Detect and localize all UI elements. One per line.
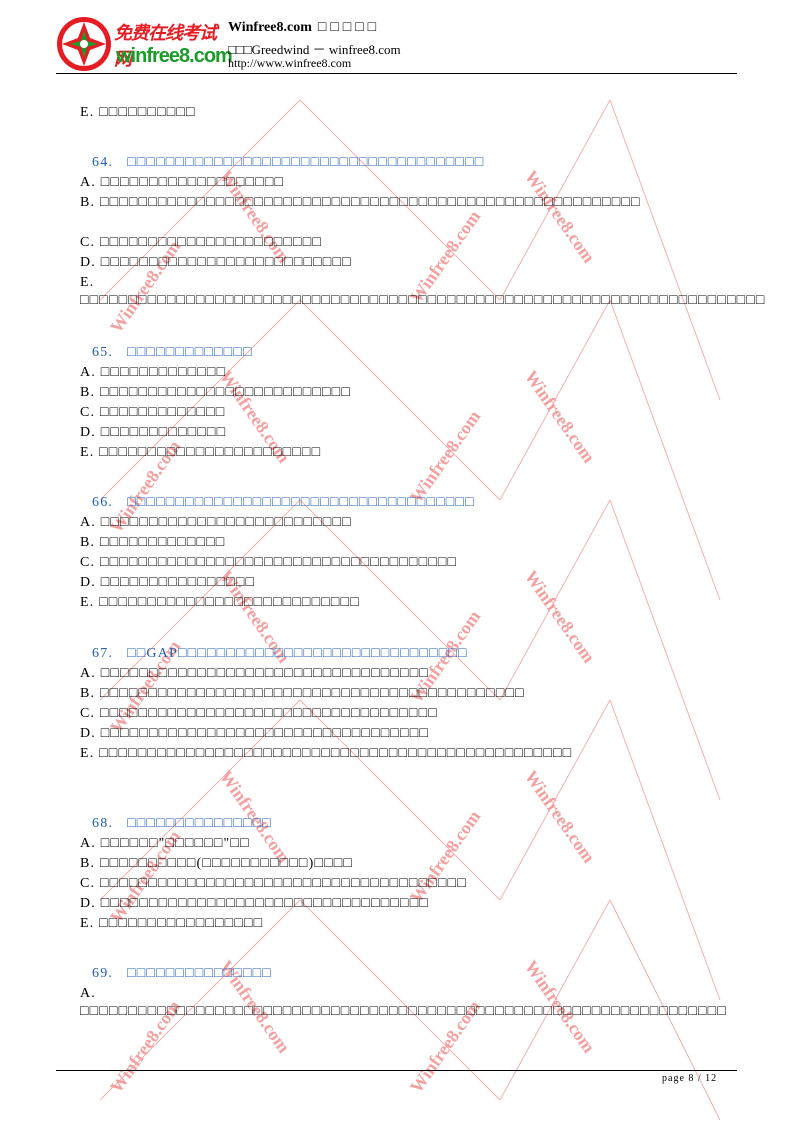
option-66-c: C. □□□□□□□□□□□□□□□□□□□□□□□□□□□□□□□□□□□□□ — [80, 555, 458, 570]
option-65-b: B. □□□□□□□□□□□□□□□□□□□□□□□□□□ — [80, 385, 351, 400]
question-number: 66. — [92, 495, 114, 510]
question-number: 69. — [92, 966, 114, 981]
question-number: 64. — [92, 155, 114, 170]
option-65-d: D. □□□□□□□□□□□□□ — [80, 425, 227, 440]
question-text: □□□□□□□□□□□□□ — [127, 345, 253, 360]
page-number: page 8 / 12 — [662, 1073, 718, 1084]
question-text: □□□□□□□□□□□□□□□□□□□□□□□□□□□□□□□□□□□□□ — [127, 155, 485, 170]
option-64-b: B. □□□□□□□□□□□□□□□□□□□□□□□□□□□□□□□□□□□□□… — [80, 195, 641, 210]
option-67-e: E. □□□□□□□□□□□□□□□□□□□□□□□□□□□□□□□□□□□□□… — [80, 746, 573, 761]
question-number: 68. — [92, 816, 114, 831]
logo-text-en: winfree8.com — [116, 45, 233, 67]
site-title-en: Winfree8.com — [228, 20, 312, 35]
option-64-e: E. □□□□□□□□□□□□□□□□□□□□□□□□□□□□□□□□□□□□□… — [80, 275, 766, 308]
question-69: 69. □□□□□□□□□□□□□□□ — [92, 965, 272, 983]
question-text: □□□□□□□□□□□□□□□ — [127, 966, 272, 981]
option-66-e: E. □□□□□□□□□□□□□□□□□□□□□□□□□□□ — [80, 595, 360, 610]
question-66: 66. □□□□□□□□□□□□□□□□□□□□□□□□□□□□□□□□□□□□ — [92, 494, 475, 512]
logo-emblem-icon — [57, 17, 111, 71]
question-text: □□GAP□□□□□□□□□□□□□□□□□□□□□□□□□□□□□□ — [127, 646, 468, 661]
site-title-cn: □□□□□ — [317, 20, 381, 35]
option-63-e: E. □□□□□□□□□□ — [80, 105, 196, 120]
header-divider — [56, 73, 737, 74]
question-67: 67. □□GAP□□□□□□□□□□□□□□□□□□□□□□□□□□□□□□ — [92, 645, 468, 663]
question-number: 65. — [92, 345, 114, 360]
footer-divider — [56, 1070, 737, 1071]
option-67-b: B. □□□□□□□□□□□□□□□□□□□□□□□□□□□□□□□□□□□□□… — [80, 686, 525, 701]
page-header: 免费在线考试网 winfree8.com Winfree8.com □□□□□ □… — [0, 0, 794, 76]
site-title: Winfree8.com □□□□□ — [228, 20, 380, 36]
site-url: http://www.winfree8.com — [228, 56, 352, 70]
option-67-c: C. □□□□□□□□□□□□□□□□□□□□□□□□□□□□□□□□□□□ — [80, 706, 438, 721]
option-68-b: B. □□□□□□□□□□(□□□□□□□□□□□)□□□□ — [80, 856, 354, 871]
question-64: 64. □□□□□□□□□□□□□□□□□□□□□□□□□□□□□□□□□□□□□ — [92, 154, 484, 172]
option-64-c: C. □□□□□□□□□□□□□□□□□□□□□□□ — [80, 235, 323, 250]
option-69-a: A. □□□□□□□□□□□□□□□□□□□□□□□□□□□□□□□□□□□□□… — [80, 986, 727, 1019]
option-66-b: B. □□□□□□□□□□□□□ — [80, 535, 226, 550]
site-subtitle: □□□Greedwind － winfree8.com — [228, 42, 401, 57]
question-text: □□□□□□□□□□□□□□□□□□□□□□□□□□□□□□□□□□□□ — [127, 495, 475, 510]
logo-text-cn: 免费在线考试网 — [114, 23, 217, 70]
question-number: 67. — [92, 646, 114, 661]
option-66-d: D. □□□□□□□□□□□□□□□□ — [80, 575, 256, 590]
option-67-d: D. □□□□□□□□□□□□□□□□□□□□□□□□□□□□□□□□□□ — [80, 726, 430, 741]
option-68-e: E. □□□□□□□□□□□□□□□□□ — [80, 916, 264, 931]
option-64-d: D. □□□□□□□□□□□□□□□□□□□□□□□□□□ — [80, 255, 352, 270]
option-68-d: D. □□□□□□□□□□□□□□□□□□□□□□□□□□□□□□□□□□ — [80, 896, 430, 911]
option-65-e: E. □□□□□□□□□□□□□□□□□□□□□□□ — [80, 445, 322, 460]
option-68-c: C. □□□□□□□□□□□□□□□□□□□□□□□□□□□□□□□□□□□□□… — [80, 876, 467, 891]
site-logo: 免费在线考试网 winfree8.com — [56, 14, 233, 72]
option-64-a: A. □□□□□□□□□□□□□□□□□□□ — [80, 175, 285, 190]
question-text: □□□□□□□□□□□□□□□ — [127, 816, 272, 831]
question-65: 65. □□□□□□□□□□□□□ — [92, 344, 253, 362]
question-68: 68. □□□□□□□□□□□□□□□ — [92, 815, 272, 833]
option-68-a: A. □□□□□□"□□□□□□"□□ — [80, 836, 250, 851]
option-66-a: A. □□□□□□□□□□□□□□□□□□□□□□□□□□ — [80, 515, 352, 530]
option-65-c: C. □□□□□□□□□□□□□ — [80, 405, 226, 420]
option-67-a: A. □□□□□□□□□□□□□□□□□□□□□□□□□□□□□□□□□□ — [80, 666, 430, 681]
option-65-a: A. □□□□□□□□□□□□□ — [80, 365, 227, 380]
